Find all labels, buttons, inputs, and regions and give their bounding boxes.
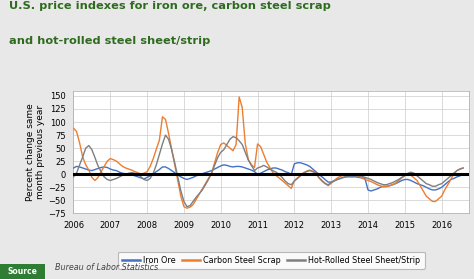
Text: and hot-rolled steel sheet/strip: and hot-rolled steel sheet/strip: [9, 36, 211, 46]
Text: Source: Source: [8, 267, 37, 276]
Legend: Iron Ore, Carbon Steel Scrap, Hot-Rolled Steel Sheet/Strip: Iron Ore, Carbon Steel Scrap, Hot-Rolled…: [118, 252, 425, 269]
Text: U.S. price indexes for iron ore, carbon steel scrap: U.S. price indexes for iron ore, carbon …: [9, 1, 331, 11]
Text: Bureau of Labor Statistics: Bureau of Labor Statistics: [55, 263, 158, 272]
Y-axis label: Percent change same
month previous year: Percent change same month previous year: [26, 103, 46, 201]
